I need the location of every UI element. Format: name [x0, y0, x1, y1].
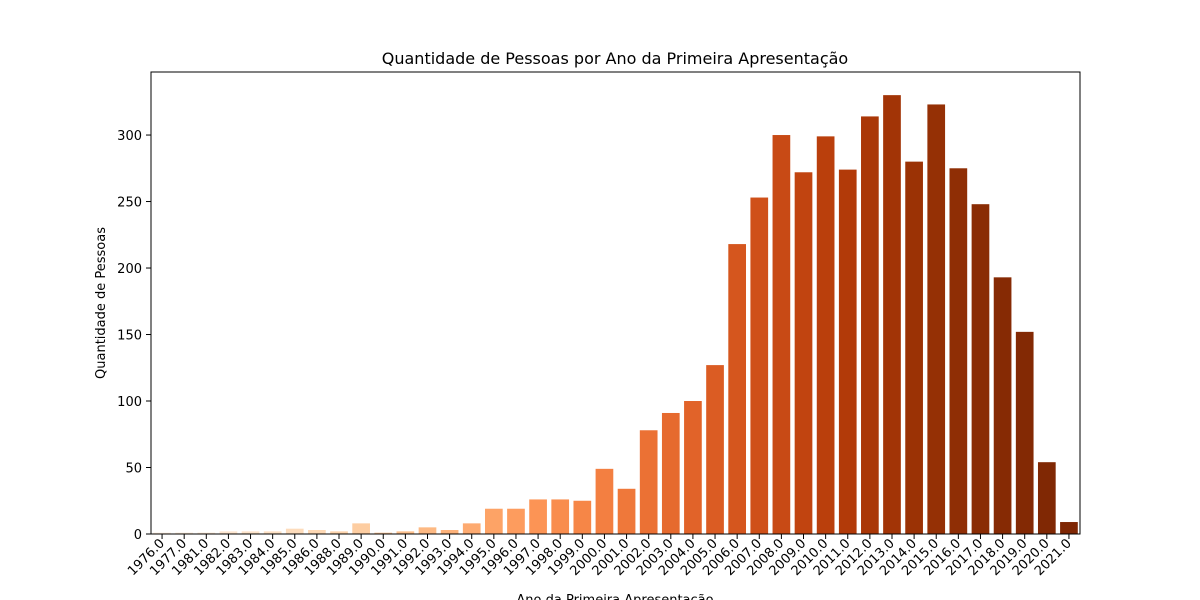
bar — [1037, 462, 1056, 534]
bar — [529, 499, 547, 534]
bar — [263, 531, 282, 534]
y-tick-label: 200 — [117, 262, 142, 277]
bar — [462, 523, 481, 534]
bar — [197, 532, 216, 534]
y-tick-label: 50 — [125, 462, 142, 477]
y-axis-label: Quantidade de Pessoas — [94, 227, 109, 379]
y-tick-label: 150 — [117, 329, 142, 344]
y-tick-label: 0 — [134, 528, 142, 543]
bar — [507, 508, 525, 534]
y-tick-label: 300 — [117, 129, 142, 144]
bar — [971, 204, 990, 534]
y-tick-label: 100 — [117, 395, 142, 410]
x-axis-label: Ano da Primeira Apresentação — [516, 593, 713, 600]
bar — [418, 527, 437, 534]
chart-title: Quantidade de Pessoas por Ano da Primeir… — [382, 49, 848, 68]
bar — [993, 277, 1012, 534]
bar — [308, 530, 326, 534]
bar — [794, 172, 813, 534]
bar — [861, 116, 879, 534]
bar — [285, 528, 304, 534]
bar — [949, 168, 968, 534]
bar — [927, 104, 946, 535]
bar — [684, 401, 702, 534]
bar — [816, 136, 835, 534]
bar — [153, 532, 171, 534]
bar — [661, 412, 680, 534]
bar — [352, 523, 370, 534]
bar — [706, 365, 724, 534]
bar — [440, 530, 459, 534]
bar — [573, 500, 592, 534]
bar — [484, 508, 503, 534]
bar — [551, 499, 570, 534]
bar — [241, 531, 260, 534]
bar — [883, 95, 901, 534]
plot-frame — [150, 71, 1081, 535]
bar — [396, 531, 415, 534]
bar — [639, 430, 658, 534]
bar — [219, 531, 238, 534]
bar — [595, 468, 614, 534]
bar — [374, 532, 393, 534]
bar — [1060, 522, 1078, 534]
bar — [728, 244, 747, 534]
bar — [905, 161, 923, 534]
bar — [175, 532, 194, 534]
y-tick-label: 250 — [117, 196, 142, 211]
bar — [838, 169, 857, 534]
bar — [330, 531, 348, 534]
bar — [617, 488, 636, 534]
bar — [772, 135, 791, 535]
bar — [1015, 331, 1034, 534]
bar — [750, 197, 769, 534]
